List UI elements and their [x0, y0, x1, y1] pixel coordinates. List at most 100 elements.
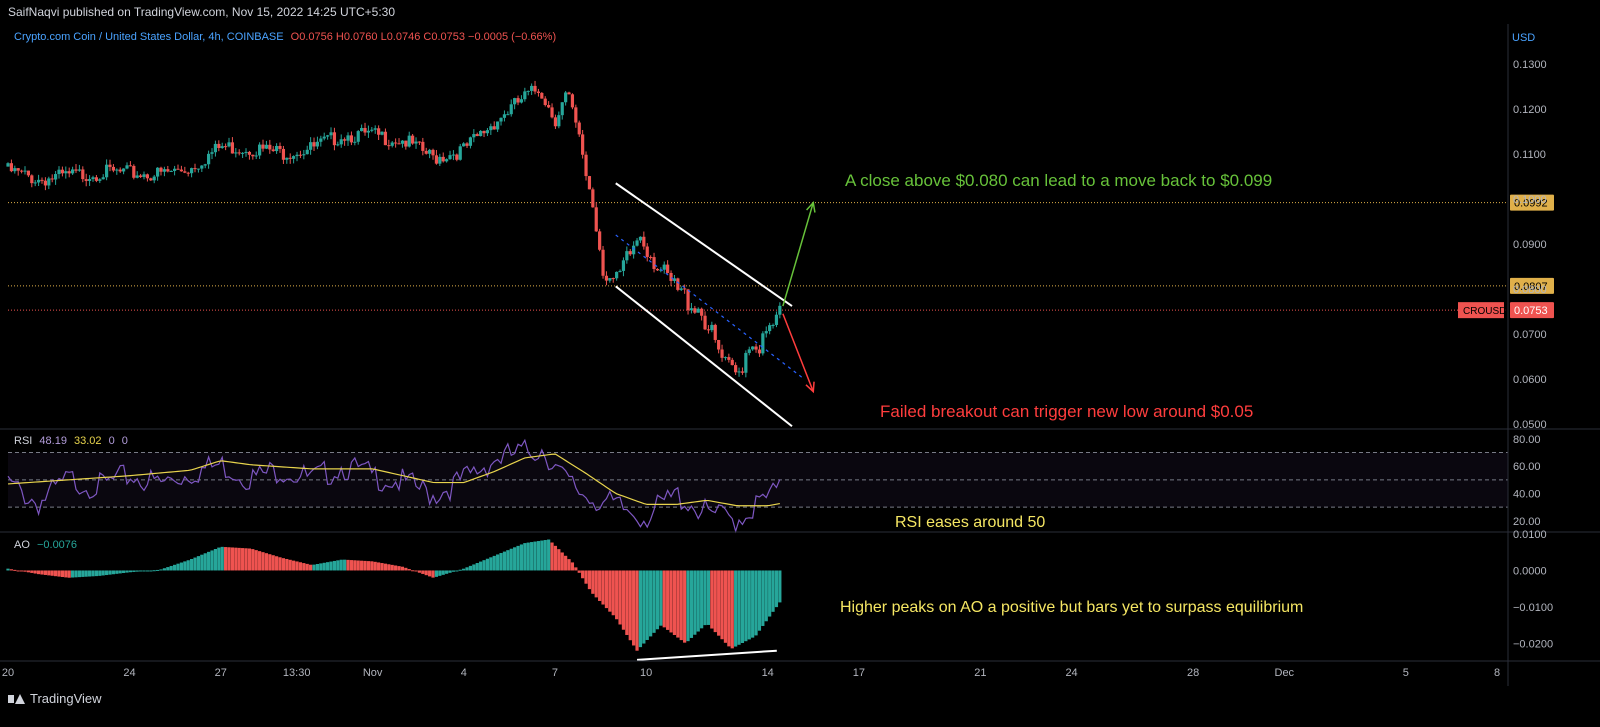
- candle-body: [329, 132, 333, 136]
- candle-body: [264, 144, 269, 149]
- candle-body: [43, 180, 48, 186]
- candle-body: [778, 305, 782, 315]
- candle-body: [275, 145, 279, 152]
- ao-bar: [509, 548, 513, 571]
- candle-body: [101, 177, 105, 180]
- ao-bar: [346, 559, 350, 571]
- candle-body: [94, 177, 99, 181]
- candle-body: [601, 249, 605, 276]
- candle-body: [125, 165, 129, 169]
- candle-body: [247, 151, 252, 155]
- ao-bar: [506, 550, 510, 571]
- ao-bar: [166, 567, 170, 571]
- price-tick-label: 0.0700: [1513, 329, 1547, 341]
- candle-body: [47, 178, 51, 186]
- ao-bar: [332, 560, 337, 571]
- candle-body: [404, 140, 408, 147]
- ao-bar: [179, 562, 184, 571]
- price-tick-label: 0.1300: [1513, 59, 1547, 71]
- bearish-annotation: Failed breakout can trigger new low arou…: [880, 402, 1253, 421]
- ao-bar: [717, 570, 721, 636]
- ao-bar: [105, 570, 109, 576]
- candle-body: [411, 135, 415, 144]
- candle-body: [241, 152, 245, 154]
- ao-bar: [744, 570, 748, 642]
- ao-bar: [747, 570, 751, 640]
- candle-body: [122, 168, 126, 172]
- candle-body: [20, 170, 24, 172]
- ao-bar: [315, 564, 320, 571]
- ao-tick-label: −0.0200: [1513, 638, 1553, 650]
- candle-body: [462, 143, 466, 147]
- candle-body: [717, 339, 721, 350]
- ao-bar: [366, 561, 371, 571]
- time-tick-label: 14: [762, 667, 774, 679]
- ao-bar: [526, 542, 530, 571]
- candle-body: [319, 138, 323, 142]
- candle-body: [91, 177, 95, 180]
- ao-bar: [543, 540, 547, 571]
- candle-body: [747, 349, 751, 353]
- price-tag-bg: [1510, 302, 1554, 319]
- rsi-tick-label: 20.00: [1513, 516, 1541, 528]
- candle-body: [135, 175, 139, 178]
- candle-body: [13, 168, 17, 172]
- candle-body: [455, 154, 459, 160]
- ao-bar: [615, 570, 619, 620]
- time-tick-label: 10: [640, 667, 652, 679]
- ao-bar: [54, 570, 58, 577]
- candle-body: [553, 117, 558, 127]
- ao-bar: [173, 564, 177, 571]
- ao-trendline: [636, 649, 777, 661]
- chart-canvas[interactable]: 0.0992 0.0807 CROUSD 0.0753 A close above $0…: [0, 24, 1600, 686]
- rsi-line: [7, 438, 781, 534]
- rsi-label: RSI: [14, 435, 33, 447]
- candle-body: [271, 149, 275, 152]
- ao-bar: [111, 570, 116, 575]
- candle-body: [710, 324, 714, 331]
- ao-bar: [757, 570, 762, 631]
- candle-body: [251, 154, 255, 157]
- candle-body: [339, 139, 343, 145]
- ao-bar: [400, 566, 405, 571]
- candle-body: [353, 141, 357, 143]
- ao-bar: [669, 570, 673, 633]
- ao-tick-label: −0.0100: [1513, 602, 1553, 614]
- ao-bar: [13, 569, 17, 571]
- ao-bar: [492, 555, 496, 571]
- candle-body: [438, 156, 442, 164]
- ao-bar: [754, 570, 758, 636]
- ao-bar: [700, 570, 704, 629]
- channel-lower-line: [615, 285, 793, 428]
- price-tag-label: 0.0753: [1514, 305, 1548, 317]
- candle-body: [343, 139, 347, 141]
- candle-body: [139, 175, 143, 177]
- candle-body: [516, 98, 520, 103]
- candle-body: [142, 174, 146, 177]
- candle-body: [509, 104, 513, 115]
- ao-bar: [540, 540, 544, 571]
- rsi-pane: RSI eases around 50: [7, 438, 1508, 534]
- ao-bar: [771, 570, 775, 612]
- ao-bar: [261, 552, 265, 571]
- channel-upper-line: [615, 182, 793, 307]
- ao-bar: [210, 550, 214, 571]
- candle-body: [581, 134, 585, 155]
- candle-body: [428, 149, 432, 154]
- candle-body: [638, 236, 643, 241]
- ao-bar: [475, 563, 479, 571]
- ao-bar: [676, 570, 680, 638]
- tradingview-logo[interactable]: TradingView: [8, 691, 102, 706]
- candle-body: [662, 264, 666, 270]
- price-tag-symbol-bg: [1458, 302, 1504, 319]
- ao-bar: [193, 557, 197, 571]
- ao-bar: [574, 567, 578, 571]
- candle-body: [71, 169, 75, 174]
- ao-bar: [496, 554, 500, 571]
- time-tick-label: 8: [1494, 667, 1500, 679]
- candle-body: [683, 288, 687, 290]
- rsi-extra-value: 0: [108, 435, 115, 447]
- candle-body: [560, 102, 564, 116]
- candle-body: [587, 176, 592, 190]
- candle-body: [193, 168, 197, 170]
